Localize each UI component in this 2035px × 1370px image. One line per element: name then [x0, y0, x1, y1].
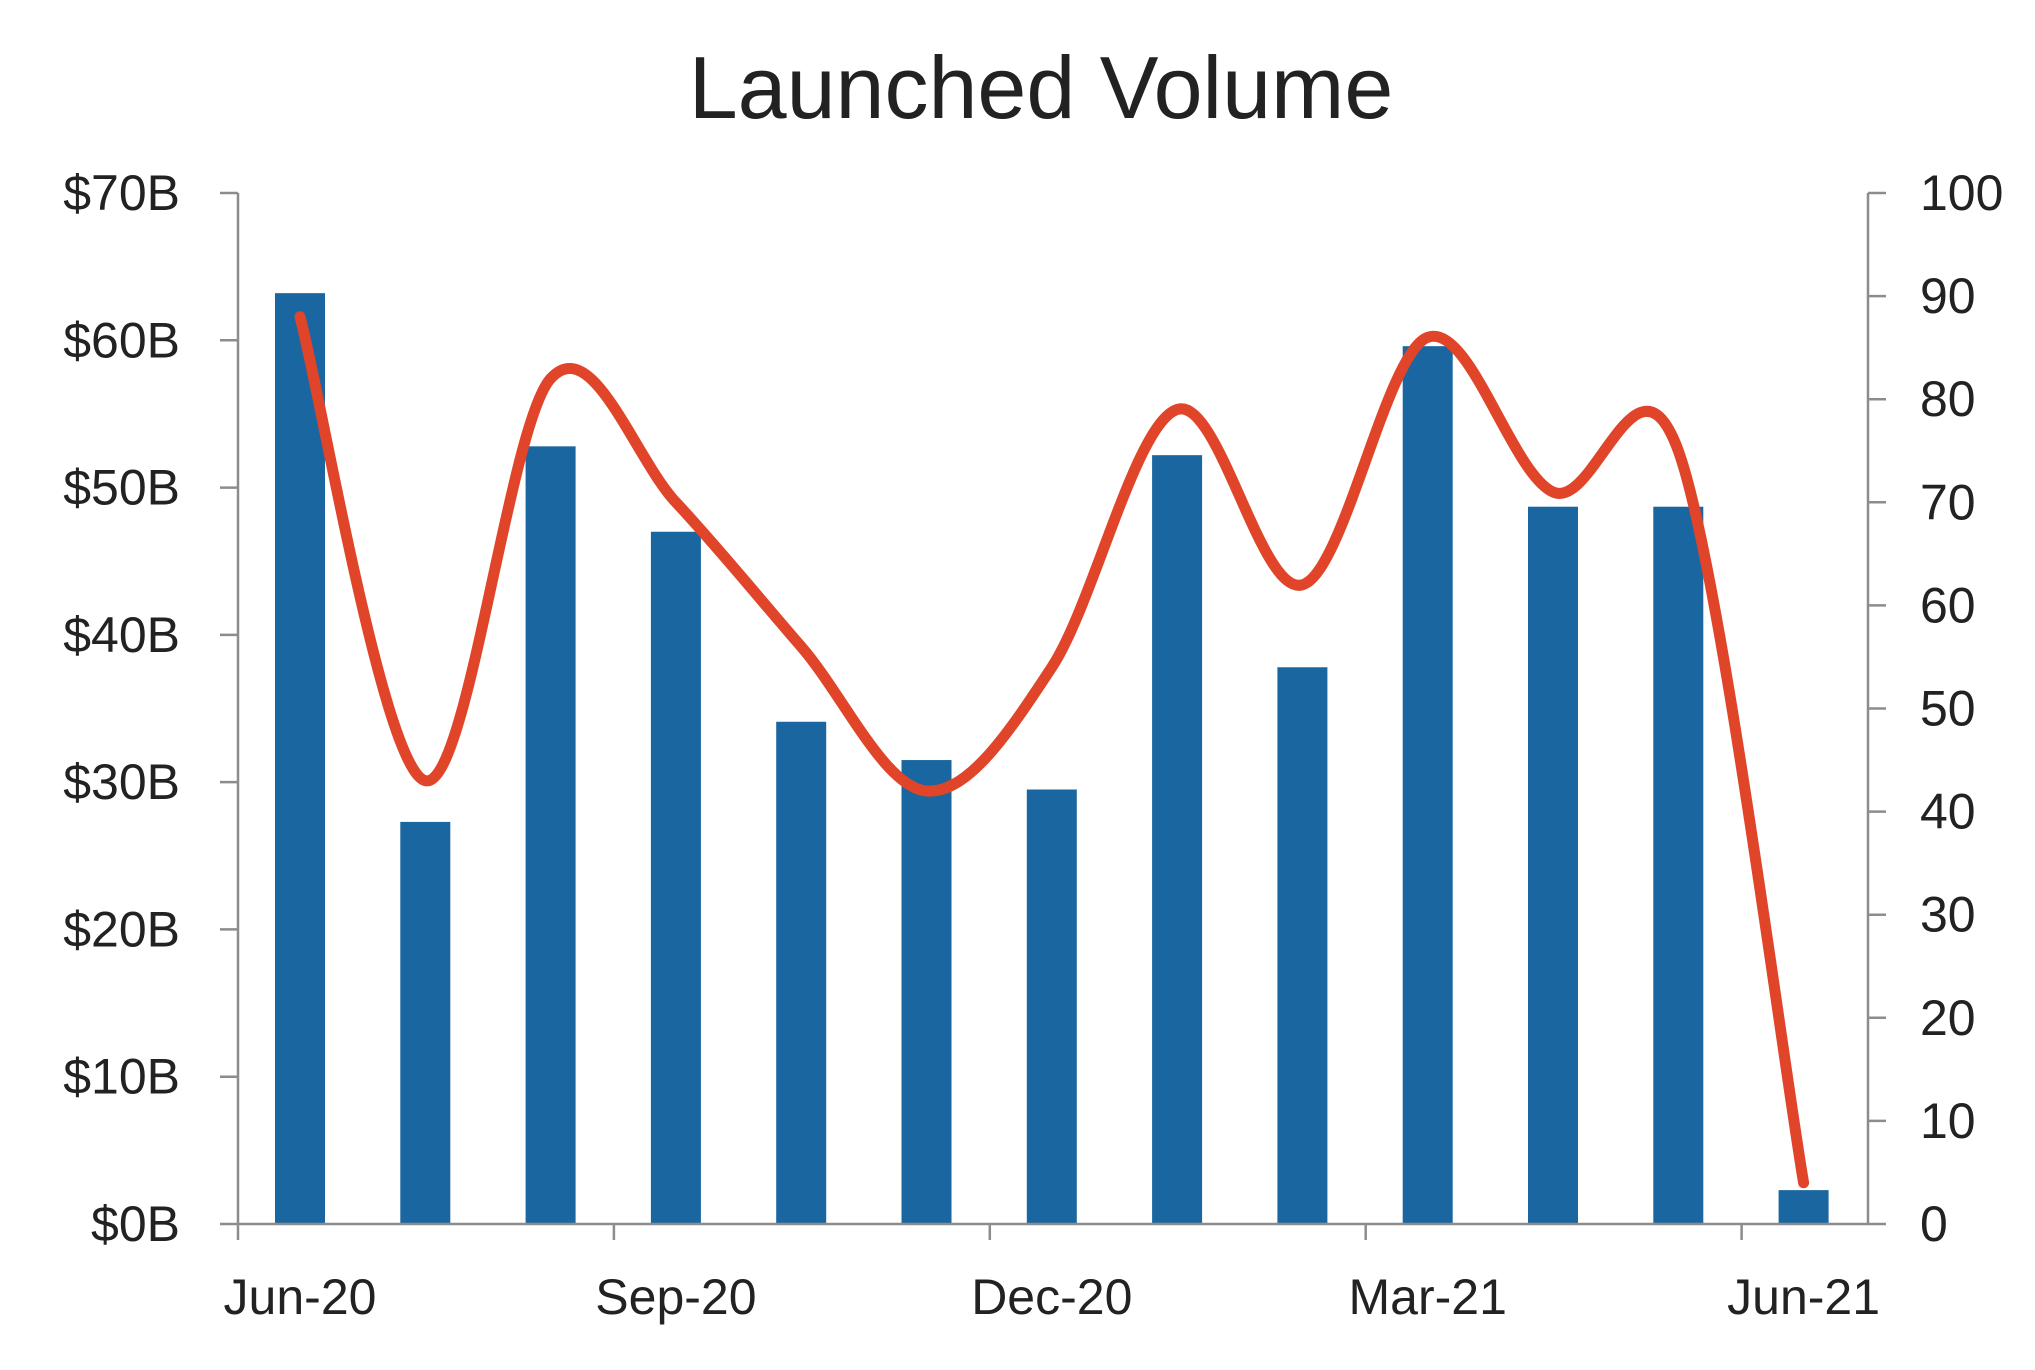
bar-series	[275, 293, 1829, 1225]
x-tick-label: Sep-20	[595, 1269, 756, 1325]
y-right-tick-label: 10	[1920, 1093, 1976, 1149]
y-right-tick-label: 70	[1920, 474, 1976, 530]
bar-Feb-21	[1277, 667, 1328, 1224]
bar-Jan-21	[1152, 455, 1203, 1224]
chart-title: Launched Volume	[689, 38, 1394, 137]
x-tick-label: Jun-20	[224, 1269, 377, 1325]
y-left-tick-label: $70B	[63, 165, 180, 221]
y-left-tick-label: $20B	[63, 901, 180, 957]
y-right-tick-label: 100	[1920, 165, 2003, 221]
bar-Sep-20	[650, 531, 701, 1224]
y-right-tick-label: 50	[1920, 681, 1976, 737]
y-right-tick-label: 80	[1920, 371, 1976, 427]
bar-Oct-20	[776, 721, 827, 1224]
bar-May-21	[1653, 506, 1704, 1224]
bar-Jul-20	[400, 821, 451, 1224]
bar-Mar-21	[1402, 346, 1453, 1225]
y-right-tick-label: 40	[1920, 784, 1976, 840]
y-left-tick-label: $10B	[63, 1049, 180, 1105]
bar-Jun-20	[275, 293, 325, 1224]
x-tick-label: Mar-21	[1349, 1269, 1507, 1325]
line-series	[294, 311, 1810, 1189]
y-left-tick-label: $30B	[63, 754, 180, 810]
y-left-tick-label: $40B	[63, 607, 180, 663]
bar-Aug-20	[525, 446, 576, 1224]
y-right-tick-label: 30	[1920, 887, 1976, 943]
bar-Jun-21	[1778, 1190, 1829, 1224]
axes: $0B $10B $20B $30B $40B $50B $60B $70B 0 10 20 30 40…	[63, 165, 2003, 1325]
y-left-tick-label: $0B	[91, 1196, 180, 1252]
bar-Dec-20	[1026, 789, 1077, 1224]
bar-Nov-20	[901, 760, 952, 1224]
line-series-path	[294, 311, 1810, 1189]
x-tick-label: Jun-21	[1727, 1269, 1880, 1325]
x-tick-label: Dec-20	[971, 1269, 1132, 1325]
bar-Apr-21	[1528, 506, 1578, 1224]
y-right-tick-label: 60	[1920, 577, 1976, 633]
y-left-tick-label: $50B	[63, 460, 180, 516]
y-left-tick-label: $60B	[63, 312, 180, 368]
y-right-tick-label: 90	[1920, 268, 1976, 324]
y-right-tick-label: 0	[1920, 1196, 1948, 1252]
y-right-tick-label: 20	[1920, 990, 1976, 1046]
